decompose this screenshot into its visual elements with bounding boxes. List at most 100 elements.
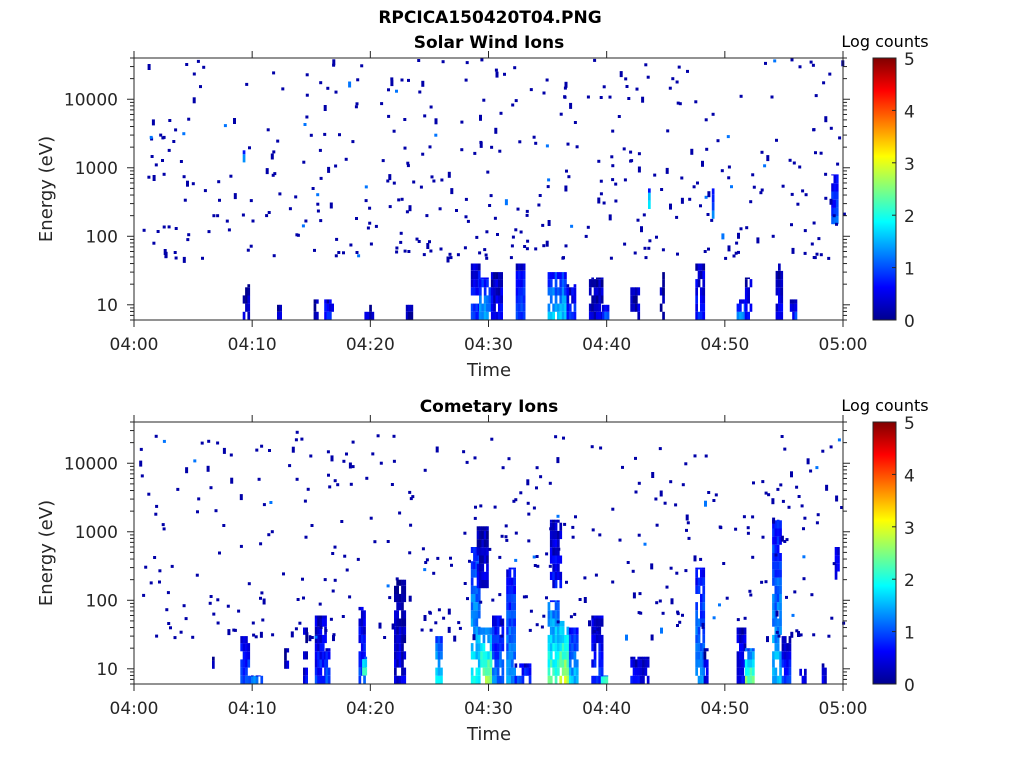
spectrogram-cell: [801, 189, 805, 193]
spectrogram-cell: [772, 651, 775, 660]
spectrogram-cell: [298, 621, 302, 625]
spectrogram-cell: [630, 656, 633, 660]
spectrogram-cell: [705, 675, 709, 684]
spectrogram-cell: [600, 295, 604, 304]
spectrogram-cell: [596, 628, 600, 631]
spectrogram-cell: [675, 571, 679, 575]
spectrogram-cell: [207, 230, 211, 234]
spectrogram-cell: [559, 580, 563, 589]
spectrogram-cell: [520, 270, 524, 280]
spectrogram-cell: [739, 667, 742, 676]
spectrogram-cell: [690, 148, 694, 155]
spectrogram-cell: [535, 466, 539, 470]
spectrogram-cell: [695, 634, 698, 644]
spectrogram-cell: [348, 81, 352, 88]
spectrogram-cell: [810, 242, 814, 246]
spectrogram-cell: [448, 252, 452, 256]
spectrogram-cell: [493, 505, 497, 509]
spectrogram-cell: [775, 138, 778, 142]
spectrogram-cell: [824, 172, 828, 176]
spectrogram-cell: [515, 295, 519, 304]
x-tick-label: 04:30: [464, 335, 513, 355]
spectrogram-cell: [345, 452, 348, 456]
spectrogram-cell: [483, 295, 487, 304]
spectrogram-cell: [599, 192, 603, 196]
spectrogram-cell: [513, 626, 516, 635]
spectrogram-cell: [251, 675, 254, 684]
spectrogram-cell: [573, 659, 577, 668]
spectrogram-cell: [774, 536, 778, 545]
spectrogram-cell: [408, 490, 412, 494]
spectrogram-cell: [527, 512, 531, 516]
spectrogram-cell: [338, 133, 341, 137]
spectrogram-cell: [573, 643, 577, 652]
spectrogram-cell: [499, 675, 502, 684]
spectrogram-cell: [814, 94, 818, 98]
spectrogram-cell: [140, 474, 144, 478]
spectrogram-cell: [358, 618, 362, 627]
spectrogram-cell: [677, 65, 681, 69]
spectrogram-cell: [571, 634, 574, 644]
spectrogram-cell: [739, 227, 743, 231]
spectrogram-cell: [325, 667, 329, 676]
spectrogram-cell: [522, 595, 526, 599]
spectrogram-cell: [208, 601, 212, 605]
spectrogram-cell: [272, 71, 276, 75]
spectrogram-cell: [642, 667, 645, 676]
spectrogram-cell: [814, 151, 817, 155]
spectrogram-cell: [494, 618, 498, 627]
spectrogram-cell: [396, 659, 399, 668]
spectrogram-cell: [401, 618, 404, 627]
spectrogram-cell: [774, 544, 778, 553]
spectrogram-cell: [441, 60, 445, 64]
spectrogram-cell: [500, 534, 504, 538]
spectrogram-cell: [736, 675, 740, 684]
spectrogram-cell: [816, 513, 820, 517]
spectrogram-cell: [470, 675, 474, 684]
spectrogram-cell: [479, 141, 483, 148]
spectrogram-cell: [596, 287, 599, 296]
spectrogram-cell: [547, 675, 551, 684]
spectrogram-cell: [341, 615, 345, 618]
spectrogram-cell: [537, 203, 541, 207]
spectrogram-cell: [360, 64, 364, 68]
spectrogram-cell: [473, 675, 476, 684]
spectrogram-cell: [547, 311, 551, 320]
spectrogram-cell: [774, 634, 778, 644]
spectrogram-cell: [139, 460, 143, 467]
spectrogram-cell: [314, 618, 318, 627]
spectrogram-cell: [305, 632, 309, 636]
spectrogram-cell: [591, 528, 595, 532]
spectrogram-cell: [329, 617, 333, 621]
spectrogram-cell: [751, 515, 755, 519]
spectrogram-cell: [495, 287, 499, 296]
spectrogram-cell: [403, 579, 407, 586]
spectrogram-cell: [596, 277, 599, 279]
spectrogram-cell: [185, 467, 189, 474]
spectrogram-cell: [700, 270, 703, 280]
spectrogram-cell: [700, 659, 703, 668]
spectrogram-cell: [470, 618, 474, 627]
spectrogram-cell: [557, 634, 560, 644]
spectrogram-cell: [557, 555, 560, 564]
spectrogram-cell: [144, 565, 148, 569]
spectrogram-cell: [403, 249, 407, 253]
spectrogram-cell: [693, 454, 697, 458]
spectrogram-cell: [554, 563, 558, 572]
spectrogram-cell: [598, 659, 602, 668]
spectrogram-cell: [249, 199, 253, 203]
spectrogram-cell: [481, 580, 485, 589]
spectrogram-cell: [772, 675, 775, 684]
spectrogram-cell: [591, 295, 594, 304]
spectrogram-cell: [490, 279, 494, 288]
spectrogram-cell: [557, 287, 560, 296]
spectrogram-cell: [457, 621, 461, 625]
spectrogram-cell: [314, 643, 318, 652]
spectrogram-cell: [277, 311, 280, 320]
spectrogram-cell: [440, 636, 443, 644]
spectrogram-cell: [305, 73, 309, 77]
spectrogram-cell: [515, 311, 519, 320]
spectrogram-cell: [697, 311, 701, 320]
spectrogram-cell: [824, 116, 828, 123]
spectrogram-cell: [600, 287, 604, 296]
